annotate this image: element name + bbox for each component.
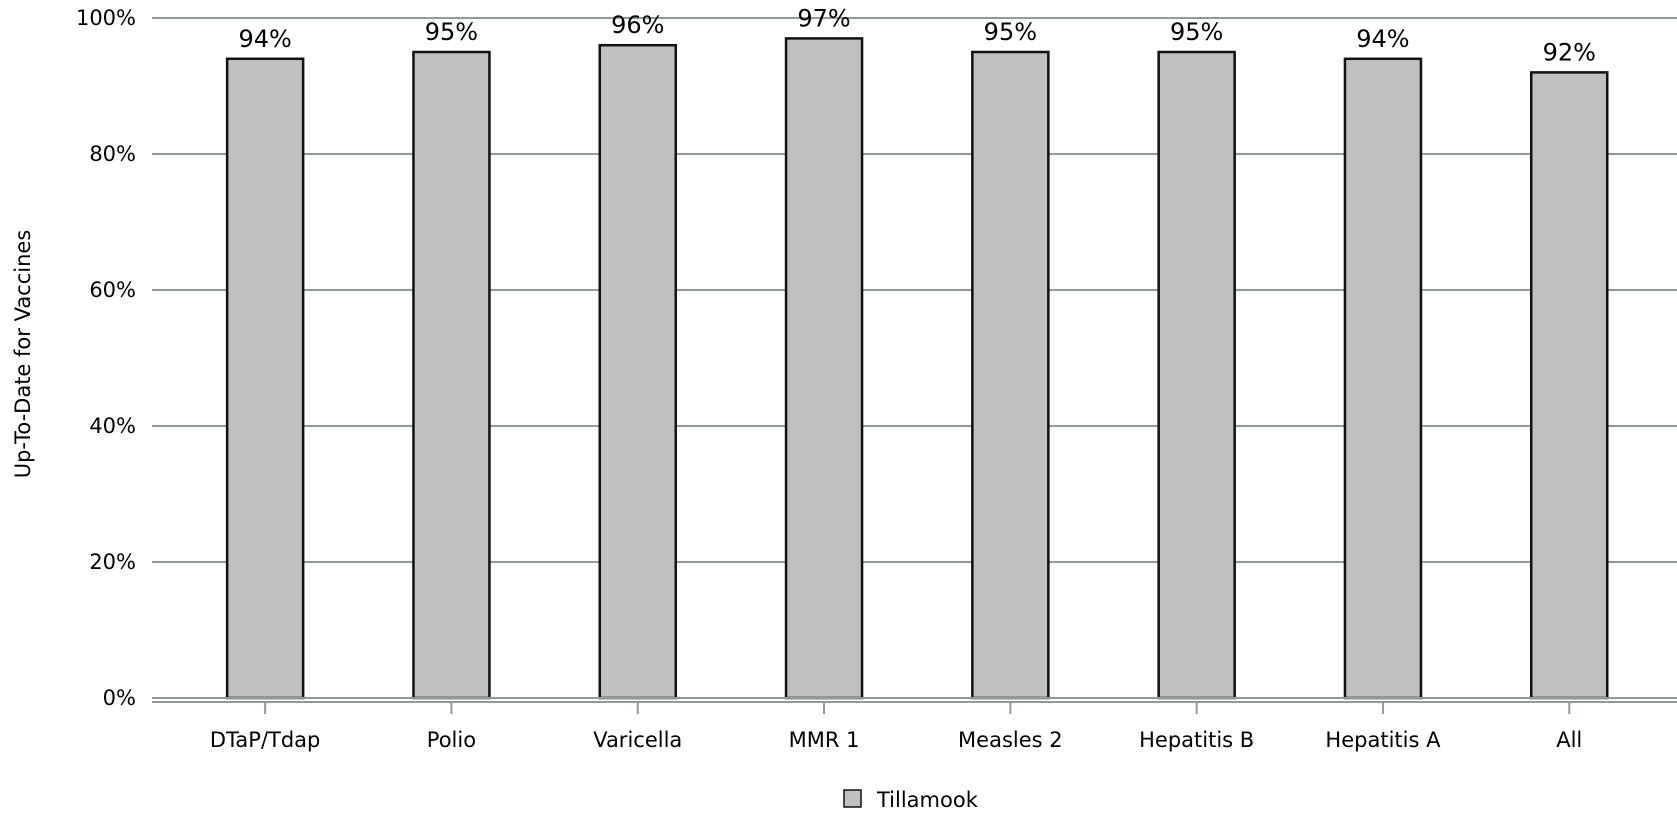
axes	[152, 697, 1677, 714]
legend: Tillamook	[843, 788, 979, 812]
x-tick-label: Hepatitis B	[1139, 728, 1254, 752]
x-tick-label: Varicella	[593, 728, 682, 752]
bars	[225, 37, 1609, 700]
x-tick-label: Measles 2	[958, 728, 1063, 752]
y-tick-label: 20%	[89, 550, 136, 574]
y-tick-label: 40%	[89, 414, 136, 438]
data-label: 94%	[238, 25, 291, 53]
legend-swatch-tillamook	[843, 789, 862, 808]
x-tick-label: MMR 1	[789, 728, 860, 752]
data-label: 94%	[1356, 25, 1409, 53]
bar	[784, 37, 864, 700]
bar	[598, 43, 677, 700]
y-tick-label: 80%	[89, 142, 136, 166]
gridlines	[152, 17, 1677, 563]
y-tick-label: 60%	[89, 278, 136, 302]
bar	[225, 57, 305, 700]
data-label: 97%	[797, 4, 850, 32]
x-tick-label: Hepatitis A	[1325, 728, 1441, 752]
data-label: 95%	[1170, 18, 1223, 46]
data-label: 92%	[1543, 38, 1596, 66]
data-label: 95%	[425, 18, 478, 46]
x-tick-label: All	[1556, 728, 1582, 752]
data-label: 95%	[984, 18, 1037, 46]
data-label: 96%	[611, 11, 664, 39]
bar	[1343, 57, 1423, 700]
bar	[412, 50, 491, 700]
y-tick-label: 0%	[103, 686, 136, 710]
y-axis-title: Up-To-Date for Vaccines	[11, 230, 35, 479]
x-tick-label: Polio	[427, 728, 476, 752]
x-tick-label: DTaP/Tdap	[210, 728, 321, 752]
bar	[971, 50, 1050, 700]
bar	[1530, 71, 1609, 700]
y-tick-label: 100%	[76, 6, 136, 30]
labels: 0% 20% 40% 60% 80% 100% 94% DTaP/Tdap 95% Polio 96…	[76, 4, 1596, 752]
legend-label-tillamook: Tillamook	[876, 788, 979, 812]
bar	[1157, 50, 1236, 700]
